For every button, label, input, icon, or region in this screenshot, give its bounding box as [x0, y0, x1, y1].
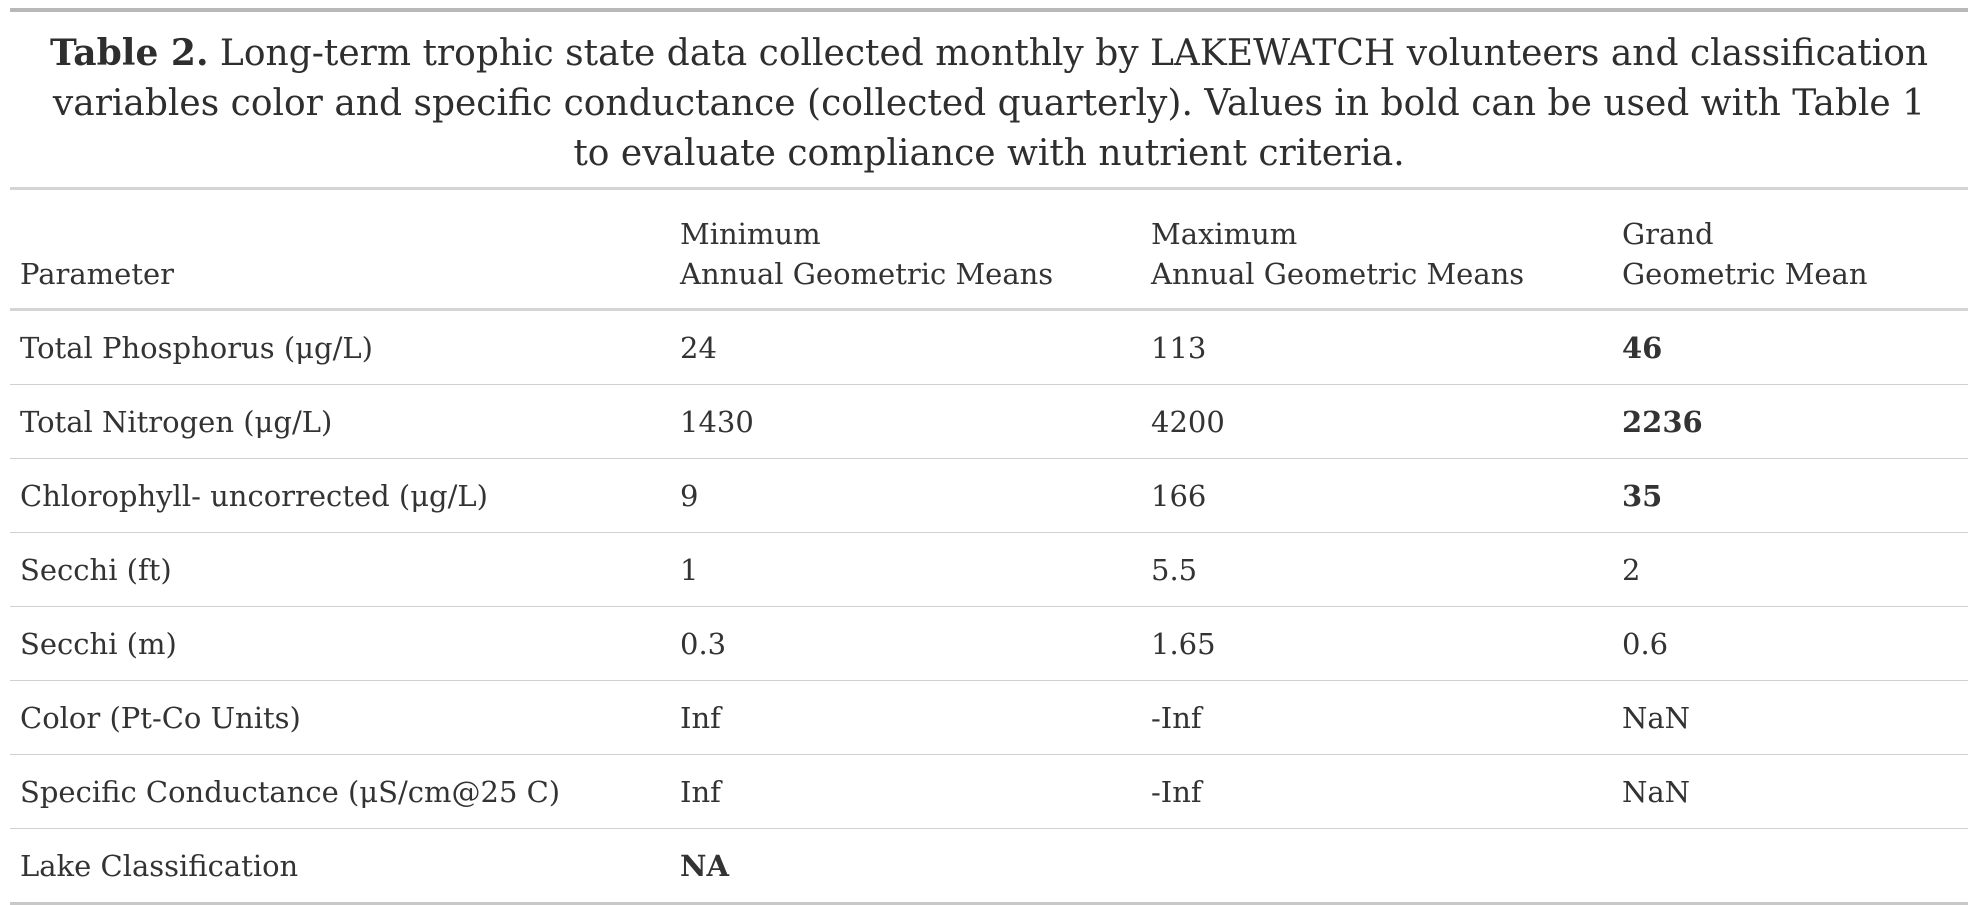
caption-rule — [10, 187, 1968, 190]
cell-parameter: Secchi (ft) — [10, 532, 670, 607]
header-maximum: Maximum Annual Geometric Means — [1141, 190, 1612, 311]
table-caption: Table 2. Long-term trophic state data co… — [10, 12, 1968, 187]
cell-min: 0.3 — [670, 606, 1141, 681]
trophic-state-table: Table 2. Long-term trophic state data co… — [10, 8, 1968, 905]
cell-max: 5.5 — [1141, 532, 1612, 607]
header-grand-line1: Grand — [1622, 217, 1714, 251]
cell-min: NA — [670, 828, 1141, 905]
header-parameter-label: Parameter — [20, 257, 174, 291]
table-row: Specific Conductance (μS/cm@25 C) Inf -I… — [10, 754, 1968, 829]
cell-grand: 0.6 — [1612, 606, 1968, 681]
header-parameter: Parameter — [10, 190, 670, 311]
caption-text: Long-term trophic state data collected m… — [52, 33, 1929, 174]
table-row: Color (Pt-Co Units) Inf -Inf NaN — [10, 680, 1968, 755]
cell-min: Inf — [670, 754, 1141, 829]
table-row: Secchi (ft) 1 5.5 2 — [10, 532, 1968, 607]
cell-max: 4200 — [1141, 384, 1612, 459]
header-maximum-line2: Annual Geometric Means — [1151, 257, 1525, 291]
cell-max: -Inf — [1141, 754, 1612, 829]
cell-grand: 2236 — [1612, 384, 1968, 459]
cell-grand — [1612, 828, 1968, 905]
table-row: Lake Classification NA — [10, 828, 1968, 905]
cell-parameter: Lake Classification — [10, 828, 670, 905]
table-row: Total Nitrogen (μg/L) 1430 4200 2236 — [10, 384, 1968, 459]
cell-grand: NaN — [1612, 754, 1968, 829]
cell-max: 113 — [1141, 309, 1612, 385]
cell-grand: 46 — [1612, 309, 1968, 385]
cell-max: 1.65 — [1141, 606, 1612, 681]
cell-parameter: Specific Conductance (μS/cm@25 C) — [10, 754, 670, 829]
cell-parameter: Total Phosphorus (μg/L) — [10, 309, 670, 385]
header-grand-line2: Geometric Mean — [1622, 257, 1868, 291]
header-minimum: Minimum Annual Geometric Means — [670, 190, 1141, 311]
table-row: Chlorophyll- uncorrected (μg/L) 9 166 35 — [10, 458, 1968, 533]
cell-max — [1141, 828, 1612, 905]
cell-min: 24 — [670, 309, 1141, 385]
table-row: Secchi (m) 0.3 1.65 0.6 — [10, 606, 1968, 681]
cell-parameter: Chlorophyll- uncorrected (μg/L) — [10, 458, 670, 533]
cell-max: -Inf — [1141, 680, 1612, 755]
table-top-rule — [10, 8, 1968, 12]
table-row: Total Phosphorus (μg/L) 24 113 46 — [10, 309, 1968, 385]
cell-min: 1430 — [670, 384, 1141, 459]
cell-parameter: Color (Pt-Co Units) — [10, 680, 670, 755]
cell-min: 9 — [670, 458, 1141, 533]
cell-parameter: Secchi (m) — [10, 606, 670, 681]
header-maximum-line1: Maximum — [1151, 217, 1298, 251]
caption-lead: Table 2. — [49, 32, 209, 74]
cell-grand: NaN — [1612, 680, 1968, 755]
header-row: Parameter Minimum Annual Geometric Means … — [10, 190, 1968, 311]
cell-max: 166 — [1141, 458, 1612, 533]
cell-min: Inf — [670, 680, 1141, 755]
header-grand: Grand Geometric Mean — [1612, 190, 1968, 311]
cell-min: 1 — [670, 532, 1141, 607]
header-minimum-line1: Minimum — [680, 217, 821, 251]
header-minimum-line2: Annual Geometric Means — [680, 257, 1054, 291]
data-table: Parameter Minimum Annual Geometric Means … — [10, 190, 1968, 905]
cell-parameter: Total Nitrogen (μg/L) — [10, 384, 670, 459]
cell-grand: 35 — [1612, 458, 1968, 533]
cell-grand: 2 — [1612, 532, 1968, 607]
